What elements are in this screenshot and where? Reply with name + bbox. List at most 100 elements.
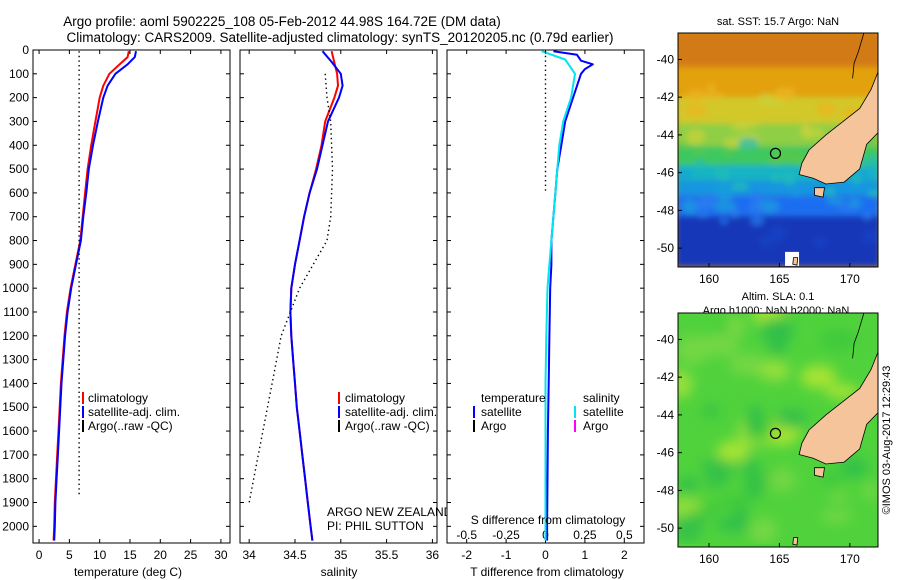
sst-patch <box>750 189 763 206</box>
y-tick-label: 1300 <box>2 353 29 367</box>
sla-patch <box>800 365 837 389</box>
salinity-legend: climatology satellite-adj. clim. Argo(..… <box>338 391 437 433</box>
argo-position-marker <box>769 147 782 159</box>
y-tick-label: -46 <box>657 166 675 180</box>
sla-patch <box>775 408 808 430</box>
sla-patch <box>732 505 749 534</box>
sst-patch <box>678 170 693 178</box>
x-tick-label: 160 <box>699 552 719 566</box>
x-tick-label: 165 <box>769 272 789 286</box>
y-tick-label: 100 <box>9 67 29 81</box>
sla-patch <box>830 491 848 504</box>
sst-patch <box>678 141 687 149</box>
sla-patch <box>678 514 703 542</box>
y-tick-label: 800 <box>9 234 29 248</box>
sst-patch <box>721 149 735 156</box>
x-tick-label: 20 <box>154 548 168 562</box>
sst-patch <box>737 137 759 150</box>
sla-field <box>678 313 878 544</box>
temperature-xlabel: temperature (deg C) <box>74 565 182 579</box>
x-tick-label: 1 <box>582 548 589 562</box>
x-tick-label: 165 <box>769 552 789 566</box>
sst-patch <box>867 155 878 167</box>
sst-patch <box>801 123 811 139</box>
sst-patch <box>861 230 878 243</box>
x-tick-label: 36 <box>426 548 440 562</box>
temperature-legend: climatology satellite-adj. clim. Argo(..… <box>82 391 180 433</box>
legend-s-argo: Argo <box>583 419 609 433</box>
sla-patch <box>743 473 765 500</box>
difference-lines <box>541 50 594 541</box>
sla-patch <box>678 477 699 494</box>
series-line <box>541 50 576 541</box>
sst-patch <box>701 92 725 100</box>
float-program: ARGO NEW ZEALAND <box>327 505 453 519</box>
sla-patch <box>717 440 750 462</box>
x-tick-label-salinity: 0.25 <box>573 528 597 542</box>
y-tick-label: 700 <box>9 210 29 224</box>
sla-patch <box>704 473 729 487</box>
sla-patch <box>746 404 764 433</box>
x-tick-label: -2 <box>461 548 472 562</box>
auckland-islands <box>792 537 799 546</box>
y-tick-label: -42 <box>657 90 675 104</box>
south-island <box>798 71 878 185</box>
x-tick-label: 170 <box>840 272 860 286</box>
sst-patch <box>719 217 729 225</box>
sla-patch <box>759 316 795 343</box>
sst-patch <box>748 202 765 214</box>
x-tick-label: 170 <box>840 552 860 566</box>
sla-patch <box>702 404 720 417</box>
sst-patch <box>686 128 706 145</box>
x-tick-label: 25 <box>184 548 198 562</box>
difference-xlabel: T difference from climatology <box>470 565 624 579</box>
y-tick-label: 1900 <box>2 496 29 510</box>
y-tick-label: 1500 <box>2 400 29 414</box>
sla-patch <box>700 459 738 475</box>
sst-patch <box>766 157 785 165</box>
float-pi: PI: PHIL SUTTON <box>327 519 424 533</box>
sst-patch <box>713 200 736 213</box>
sla-land <box>792 313 878 546</box>
temperature-panel: 0100200300400500600700800900100011001200… <box>2 43 231 579</box>
sla-patch <box>716 495 753 509</box>
salinity-ticks: 34 34.5 35 35.5 36 <box>240 49 440 562</box>
x-tick-label: 2 <box>621 548 628 562</box>
x-tick-label: 35 <box>334 548 348 562</box>
watermark: ©IMOS 03-Aug-2017 12:29:43 <box>881 366 893 515</box>
sst-patch <box>712 183 736 194</box>
sst-patch <box>823 187 836 198</box>
salinity-axes-box <box>239 49 438 544</box>
y-tick-label: 1600 <box>2 424 29 438</box>
x-tick-label: 0 <box>36 548 43 562</box>
legend-temperature-heading: temperature <box>481 391 546 405</box>
x-tick-label: 34 <box>242 548 256 562</box>
legend-climatology: climatology <box>345 391 405 405</box>
salinity-xlabel: salinity <box>321 565 358 579</box>
legend-satellite: satellite-adj. clim. <box>345 405 437 419</box>
y-tick-label: -44 <box>657 128 675 142</box>
series-line <box>289 50 344 541</box>
sla-map-ticks: 160 165 170 -40 -42 -44 -46 -48 -50 <box>657 332 861 566</box>
sla-patch <box>678 335 711 365</box>
title-line-2: Climatology: CARS2009. Satellite-adjuste… <box>66 30 613 45</box>
sst-band <box>678 33 878 67</box>
sla-patch <box>767 467 797 492</box>
legend-satellite: satellite-adj. clim. <box>88 405 180 419</box>
y-tick-label: 300 <box>9 114 29 128</box>
y-tick-label: -46 <box>657 446 675 460</box>
sla-patch <box>819 329 858 351</box>
y-tick-label: -48 <box>657 203 675 217</box>
y-tick-label: 1400 <box>2 376 29 390</box>
sst-patch <box>713 164 723 181</box>
sst-patch <box>691 149 707 156</box>
series-line <box>248 73 334 503</box>
sla-patch <box>758 360 791 382</box>
sst-patch <box>851 173 863 185</box>
x-tick-label: -1 <box>501 548 512 562</box>
series-line <box>53 51 137 541</box>
y-tick-label: -50 <box>657 241 675 255</box>
x-tick-label: 30 <box>214 548 228 562</box>
legend-argo: Argo(..raw -QC) <box>88 419 173 433</box>
legend-salinity-heading: salinity <box>583 391 620 405</box>
